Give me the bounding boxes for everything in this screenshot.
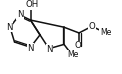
Text: O: O: [74, 41, 81, 50]
Text: Me: Me: [67, 50, 79, 59]
Text: O: O: [89, 22, 96, 31]
Text: N: N: [17, 10, 23, 19]
Text: OH: OH: [26, 0, 39, 9]
Text: Me: Me: [100, 28, 111, 37]
Text: N: N: [46, 45, 53, 54]
Text: N: N: [6, 23, 13, 32]
Text: N: N: [27, 44, 34, 53]
